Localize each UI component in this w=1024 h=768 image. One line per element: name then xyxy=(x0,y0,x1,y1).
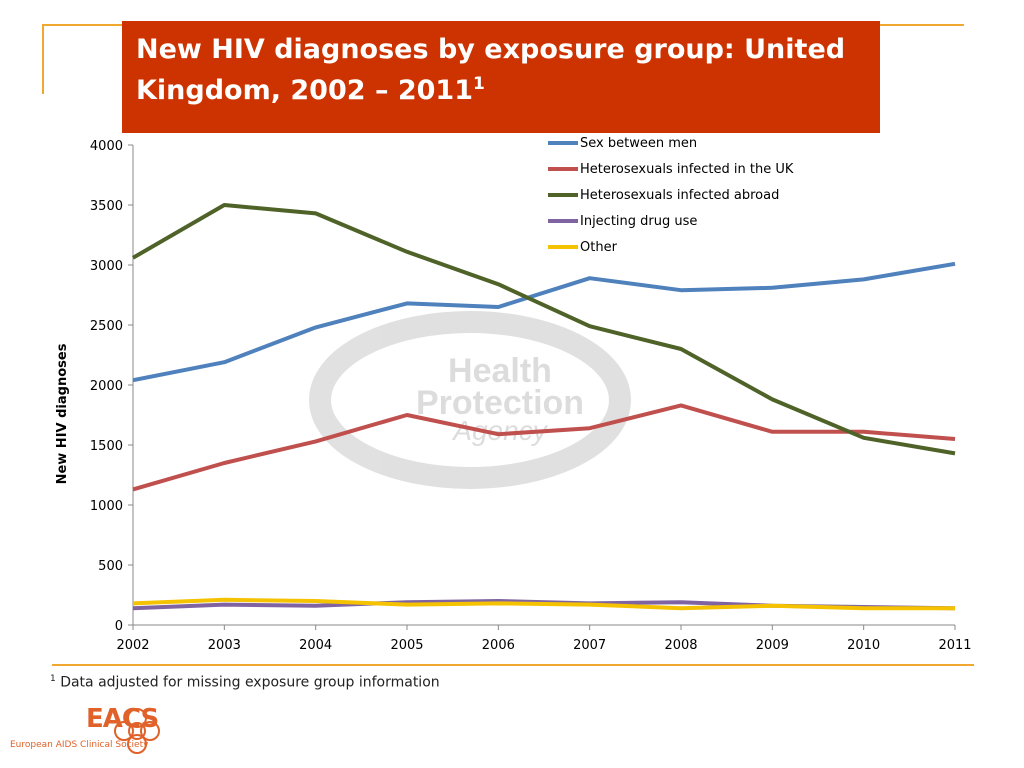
x-tick-label: 2006 xyxy=(482,638,515,653)
y-tick-label: 3000 xyxy=(90,259,123,274)
x-tick-label: 2009 xyxy=(756,638,789,653)
legend-label: Sex between men xyxy=(580,136,697,151)
svg-text:Protection: Protection xyxy=(416,384,584,422)
y-tick-label: 2500 xyxy=(90,319,123,334)
logo-subtitle: European AIDS Clinical Society xyxy=(10,740,149,750)
x-tick-label: 2002 xyxy=(116,638,149,653)
y-tick-label: 2000 xyxy=(90,379,123,394)
legend-label: Other xyxy=(580,240,618,255)
x-tick-label: 2004 xyxy=(299,638,332,653)
x-tick-label: 2008 xyxy=(664,638,697,653)
bottom-rule xyxy=(52,664,974,666)
series-line-other xyxy=(132,597,955,611)
x-tick-label: 2005 xyxy=(390,638,423,653)
y-tick-label: 500 xyxy=(98,559,123,574)
legend-label: Heterosexuals infected abroad xyxy=(580,188,779,203)
x-tick-label: 2007 xyxy=(573,638,606,653)
slide-title-text: New HIV diagnoses by exposure group: Uni… xyxy=(136,34,846,106)
chart-legend: Sex between men Heterosexuals infected in… xyxy=(548,136,794,255)
logo-text: EACS xyxy=(86,704,159,734)
y-tick-label: 4000 xyxy=(90,139,123,154)
series-line-sex-between-men xyxy=(132,261,956,383)
y-tick-label: 1500 xyxy=(90,439,123,454)
frame-left-rule xyxy=(42,24,44,94)
x-tick-label: 2010 xyxy=(847,638,880,653)
x-tick-label: 2003 xyxy=(208,638,241,653)
footnote-text: Data adjusted for missing exposure group… xyxy=(60,674,440,691)
eacs-logo: EACS European AIDS Clinical Society xyxy=(8,700,168,762)
logo-flower-icon xyxy=(114,708,160,754)
chart-series xyxy=(131,203,956,611)
series-line-heterosexuals-infected-abroad xyxy=(131,203,956,456)
series-line-heterosexuals-infected-in-the-uk xyxy=(132,403,956,492)
legend-label: Heterosexuals infected in the UK xyxy=(580,162,794,177)
chart-axes: 0 500 1000 1500 2000 2500 3000 3500 4000 2002 2003… xyxy=(90,139,972,653)
y-tick-label: 1000 xyxy=(90,499,123,514)
slide-title: New HIV diagnoses by exposure group: Uni… xyxy=(122,21,880,133)
y-tick-label: 3500 xyxy=(90,199,123,214)
title-footnote-marker: 1 xyxy=(473,74,485,94)
x-tick-label: 2011 xyxy=(938,638,971,653)
footnote-marker: 1 xyxy=(50,674,56,684)
legend-label: Injecting drug use xyxy=(580,214,697,229)
y-tick-label: 0 xyxy=(115,619,123,634)
y-axis-label: New HIV diagnoses xyxy=(55,343,70,484)
watermark-text: Health xyxy=(448,352,552,390)
footnote: 1 Data adjusted for missing exposure gro… xyxy=(50,674,440,691)
watermark-logo: Health Protection Agency xyxy=(309,311,631,489)
